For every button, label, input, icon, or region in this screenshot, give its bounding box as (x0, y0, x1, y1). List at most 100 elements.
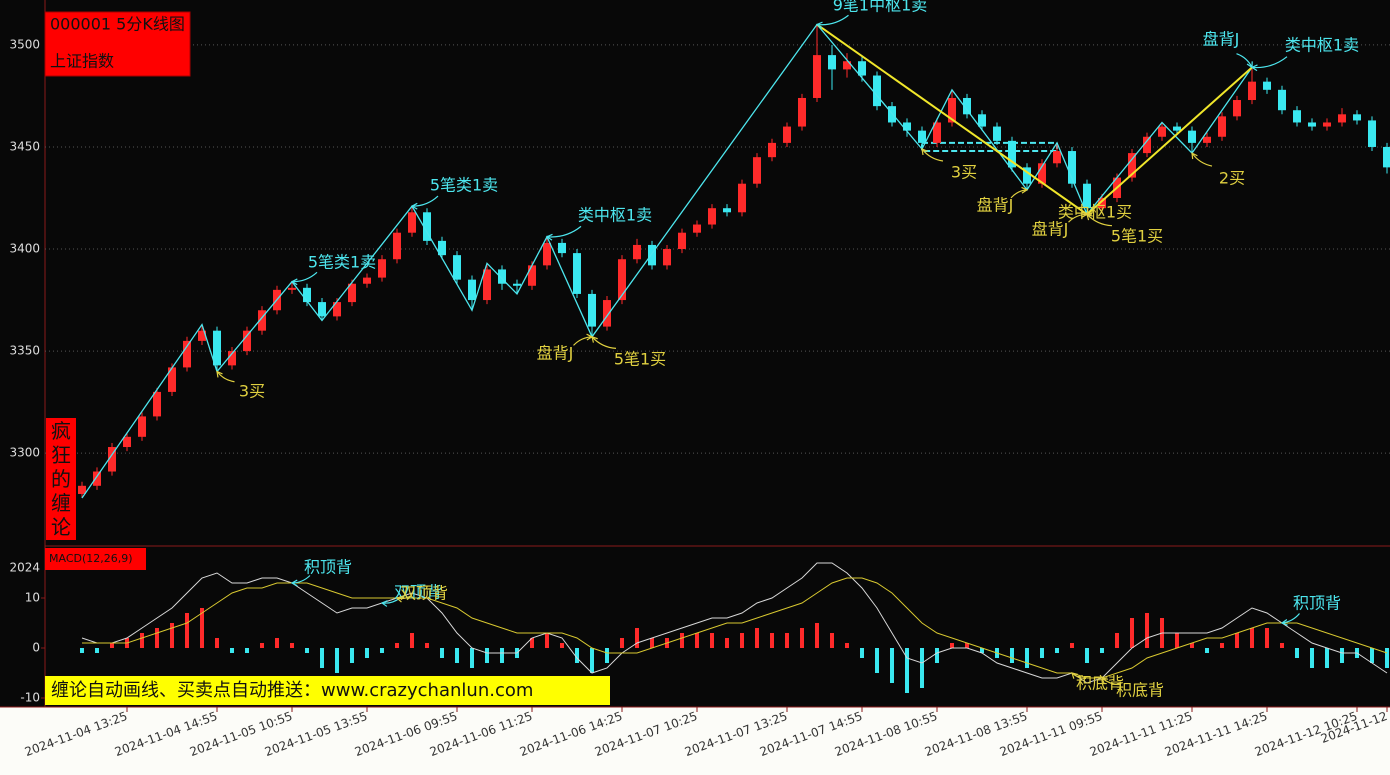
candle-body (1203, 136, 1211, 143)
y-tick-label: 3400 (9, 242, 40, 256)
macd-bar (1205, 648, 1209, 653)
macd-bar (110, 643, 114, 648)
annotation-label: 2买 (1219, 169, 1245, 188)
candle-body (198, 330, 206, 341)
macd-bar (1085, 648, 1089, 663)
macd-bar (395, 643, 399, 648)
macd-bar (710, 633, 714, 648)
candle-body (468, 279, 476, 301)
macd-bar (470, 648, 474, 668)
banner-text: 缠论自动画线、买卖点自动推送：www.crazychanlun.com (51, 680, 533, 701)
macd-bar (95, 648, 99, 653)
candle-body (1053, 151, 1061, 164)
candle-body (303, 287, 311, 303)
candle-body (108, 447, 116, 472)
candle-body (138, 416, 146, 437)
candle-body (918, 130, 926, 143)
macd-bar (530, 638, 534, 648)
candle-body (1188, 130, 1196, 143)
annotation-arrow (1071, 672, 1087, 680)
annotation-label: 双顶背 (394, 583, 442, 602)
candle-body (453, 255, 461, 280)
macd-bar (560, 643, 564, 648)
annotation-arrow (1280, 613, 1300, 626)
candle-body (1068, 151, 1076, 184)
candle-body (798, 97, 806, 127)
annotation-arrow (815, 14, 849, 29)
macd-bar (170, 623, 174, 648)
chart-subtitle: 上证指数 (50, 52, 114, 71)
macd-bar (245, 648, 249, 653)
macd-bar (185, 613, 189, 648)
macd-bar (725, 638, 729, 648)
side-label: 疯狂的缠论 (46, 418, 76, 540)
annotation-label: 5笔1买 (614, 350, 666, 369)
macd-bar (290, 643, 294, 648)
candle-body (708, 208, 716, 225)
macd-bar (545, 633, 549, 648)
candle-body (1098, 197, 1106, 209)
annotation-arrow (410, 195, 439, 210)
candle-body (1128, 153, 1136, 178)
macd-bar (695, 633, 699, 648)
candle-body (423, 212, 431, 241)
plot-background (0, 0, 1390, 707)
chart-title: 000001 5分K线图 (50, 15, 185, 34)
macd-bar (635, 628, 639, 648)
macd-bar (935, 648, 939, 663)
macd-bar (575, 648, 579, 663)
candle-body (693, 224, 701, 233)
candle-body (228, 351, 236, 366)
macd-bar (770, 633, 774, 648)
macd-bar (1175, 633, 1179, 648)
candle-body (648, 244, 656, 266)
macd-bar (965, 643, 969, 648)
annotation-arrow (1250, 56, 1288, 72)
macd-bar (650, 638, 654, 648)
macd-bar (1115, 633, 1119, 648)
macd-bar (830, 633, 834, 648)
candle-body (903, 122, 911, 131)
candle-body (873, 75, 881, 107)
candle-body (1008, 140, 1016, 168)
candle-body (333, 302, 341, 317)
macd-bar (605, 648, 609, 663)
candle-body (1368, 120, 1376, 147)
macd-bar (1145, 613, 1149, 648)
macd-bar (425, 643, 429, 648)
candle-body (1233, 100, 1241, 117)
annotation-arrow (1191, 152, 1213, 167)
macd-bar (1025, 648, 1029, 668)
macd-bar (320, 648, 324, 668)
candle-body (573, 253, 581, 294)
macd-bar (1010, 648, 1014, 663)
annotation-label: 5笔类1卖 (308, 253, 376, 272)
macd-bar (920, 648, 924, 688)
macd-bar (275, 638, 279, 648)
annotation-arrow (1101, 677, 1122, 686)
candle-body (723, 208, 731, 213)
macd-bar (1100, 648, 1104, 653)
candle-body (123, 436, 131, 448)
macd-bar (380, 648, 384, 653)
candle-body (1263, 81, 1271, 90)
candle-body (618, 259, 626, 301)
candle-body (663, 249, 671, 266)
macd-bar (1280, 643, 1284, 648)
annotation-label: 盘背J (1032, 220, 1069, 239)
candle-body (363, 277, 371, 284)
annotation-label: 3买 (239, 382, 265, 401)
annotation-label: 盘背J (977, 196, 1014, 215)
macd-bar (755, 628, 759, 648)
candle-body (783, 126, 791, 143)
y-tick-label: 3300 (9, 446, 40, 460)
macd-bar (590, 648, 594, 673)
macd-bar (1190, 643, 1194, 648)
candle-body (558, 242, 566, 254)
candle-body (1143, 136, 1151, 154)
y-tick-label: 0 (32, 641, 40, 655)
candle-body (1248, 81, 1256, 101)
macd-bar (1220, 643, 1224, 648)
candle-body (408, 212, 416, 233)
macd-bar (155, 628, 159, 648)
